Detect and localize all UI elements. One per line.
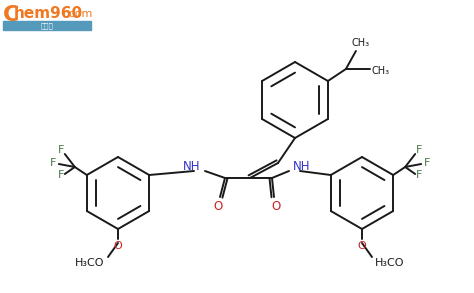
Text: F: F (58, 170, 64, 180)
Text: O: O (114, 241, 122, 251)
Text: H₃CO: H₃CO (375, 258, 405, 268)
Text: O: O (272, 200, 281, 212)
Text: hem960: hem960 (14, 6, 83, 21)
Text: CH₃: CH₃ (352, 38, 370, 48)
Text: F: F (58, 145, 64, 155)
Text: H₃CO: H₃CO (75, 258, 105, 268)
Text: NH: NH (293, 161, 311, 173)
Text: C: C (3, 5, 19, 25)
Text: 化工网: 化工网 (41, 22, 54, 29)
Text: F: F (416, 170, 422, 180)
Text: F: F (424, 158, 430, 168)
Text: O: O (213, 200, 223, 212)
Text: CH₃: CH₃ (372, 66, 390, 76)
Text: NH: NH (183, 161, 201, 173)
Bar (3, 21, 91, 30)
Text: F: F (416, 145, 422, 155)
Text: O: O (357, 241, 366, 251)
Text: .com: .com (66, 9, 93, 19)
Text: F: F (50, 158, 56, 168)
